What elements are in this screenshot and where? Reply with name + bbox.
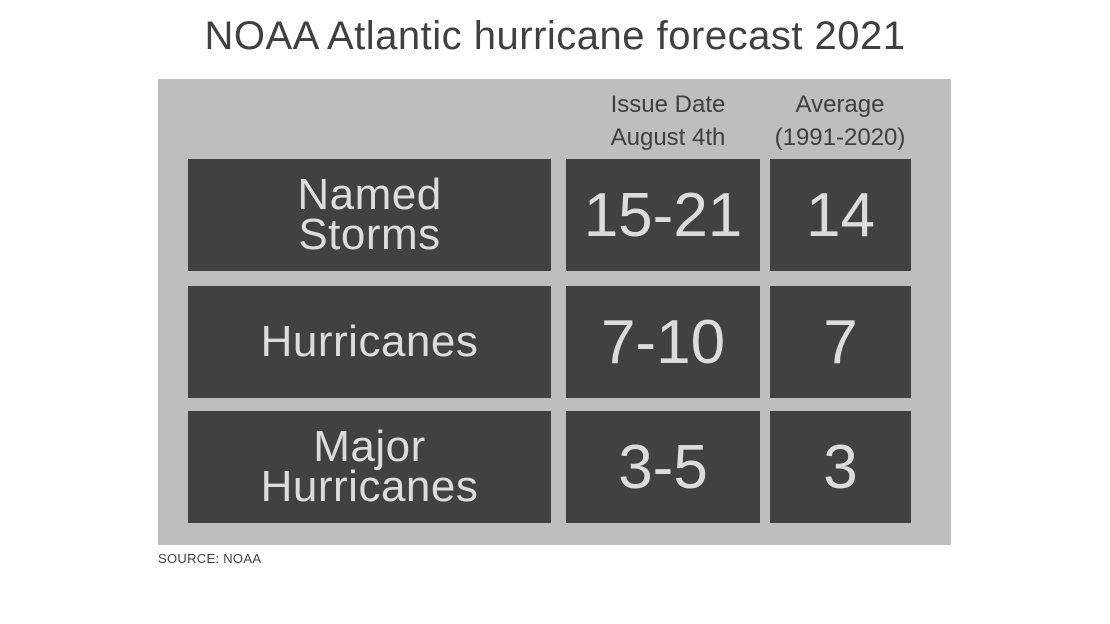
row-label-line: Major bbox=[313, 422, 426, 471]
average-value-hurricanes: 7 bbox=[770, 286, 911, 398]
average-value-major-hurricanes: 3 bbox=[770, 411, 911, 523]
row-label-line: Hurricanes bbox=[260, 317, 479, 366]
chart-title: NOAA Atlantic hurricane forecast 2021 bbox=[204, 14, 906, 58]
row-label-named-storms: Named Storms bbox=[188, 159, 551, 271]
forecast-value-major-hurricanes: 3-5 bbox=[566, 411, 760, 523]
column-header-line: Average bbox=[795, 91, 885, 118]
column-header-line: August 4th bbox=[610, 124, 726, 151]
column-header-line: (1991-2020) bbox=[774, 124, 906, 151]
column-header-average: Average (1991-2020) bbox=[760, 88, 920, 154]
average-value-named-storms: 14 bbox=[770, 159, 911, 271]
row-label-line: Hurricanes bbox=[260, 462, 479, 511]
forecast-value-hurricanes: 7-10 bbox=[566, 286, 760, 398]
forecast-value-named-storms: 15-21 bbox=[566, 159, 760, 271]
row-label-major-hurricanes: Major Hurricanes bbox=[188, 411, 551, 523]
row-label-line: Named bbox=[297, 170, 442, 219]
row-label-line: Storms bbox=[298, 210, 441, 259]
column-header-issue-date: Issue Date August 4th bbox=[566, 88, 770, 154]
row-label-hurricanes: Hurricanes bbox=[188, 286, 551, 398]
column-header-line: Issue Date bbox=[610, 91, 726, 118]
source-note: SOURCE: NOAA bbox=[158, 551, 262, 566]
